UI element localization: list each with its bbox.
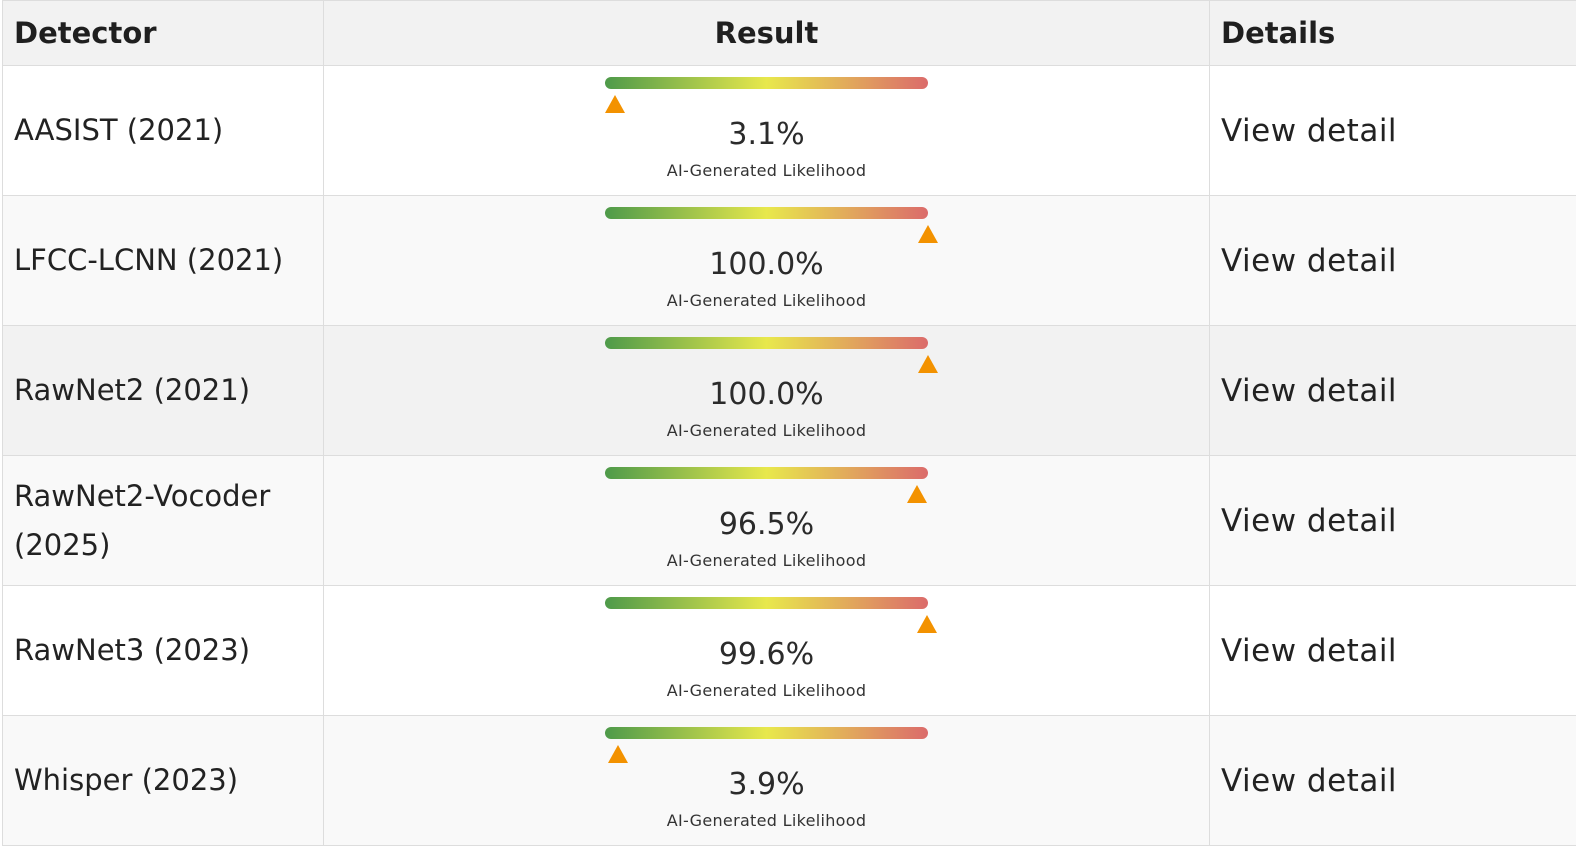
details-cell: View detail [1209, 715, 1576, 846]
result-cell: 100.0% AI-Generated Likelihood [323, 195, 1210, 326]
likelihood-value: 3.9% [728, 767, 805, 802]
view-detail-link[interactable]: View detail [1221, 112, 1398, 149]
header-result: Result [323, 0, 1210, 66]
table-header-row: Detector Result Details [2, 0, 1576, 66]
likelihood-gauge: 100.0% AI-Generated Likelihood [605, 207, 938, 319]
likelihood-value: 100.0% [709, 247, 824, 282]
likelihood-gauge: 96.5% AI-Generated Likelihood [605, 467, 928, 579]
detector-name: RawNet2-Vocoder (2025) [2, 455, 324, 586]
likelihood-label: AI-Generated Likelihood [666, 161, 867, 180]
result-cell: 96.5% AI-Generated Likelihood [323, 455, 1210, 586]
table-row: LFCC-LCNN (2021) 100.0% AI-Generated Likel… [2, 195, 1576, 326]
likelihood-label: AI-Generated Likelihood [666, 551, 867, 570]
likelihood-gauge: 99.6% AI-Generated Likelihood [605, 597, 937, 709]
likelihood-value: 99.6% [718, 637, 815, 672]
result-cell: 99.6% AI-Generated Likelihood [323, 585, 1210, 716]
view-detail-link[interactable]: View detail [1221, 632, 1398, 669]
view-detail-link[interactable]: View detail [1221, 372, 1398, 409]
result-cell: 100.0% AI-Generated Likelihood [323, 325, 1210, 456]
likelihood-label: AI-Generated Likelihood [666, 811, 867, 830]
gauge-bar [605, 337, 928, 349]
gauge-marker-icon [607, 745, 628, 763]
table-row: Whisper (2023) 3.9% AI-Generated Likelihoo… [2, 715, 1576, 846]
gauge-bar [605, 207, 928, 219]
details-cell: View detail [1209, 325, 1576, 456]
gauge-marker-icon [918, 225, 938, 243]
likelihood-value: 96.5% [718, 507, 815, 542]
header-detector: Detector [2, 0, 324, 66]
gauge-marker-icon [918, 355, 938, 373]
result-cell: 3.9% AI-Generated Likelihood [323, 715, 1210, 846]
view-detail-link[interactable]: View detail [1221, 762, 1398, 799]
gauge-bar [605, 727, 928, 739]
likelihood-gauge: 100.0% AI-Generated Likelihood [605, 337, 938, 449]
details-cell: View detail [1209, 585, 1576, 716]
detector-name: Whisper (2023) [2, 715, 324, 846]
gauge-bar [605, 77, 928, 89]
gauge-marker-icon [916, 615, 937, 633]
likelihood-label: AI-Generated Likelihood [666, 681, 867, 700]
table-row: RawNet2 (2021) 100.0% AI-Generated Likelih… [2, 325, 1576, 456]
detector-name: RawNet3 (2023) [2, 585, 324, 716]
table-row: AASIST (2021) 3.1% AI-Generated Likelihood… [2, 65, 1576, 196]
likelihood-gauge: 3.1% AI-Generated Likelihood [605, 77, 928, 189]
table-row: RawNet2-Vocoder (2025) 96.5% AI-Generated … [2, 455, 1576, 586]
detector-name: LFCC-LCNN (2021) [2, 195, 324, 326]
likelihood-value: 100.0% [709, 377, 824, 412]
table-row: RawNet3 (2023) 99.6% AI-Generated Likeliho… [2, 585, 1576, 716]
details-cell: View detail [1209, 455, 1576, 586]
table-body: AASIST (2021) 3.1% AI-Generated Likelihood… [2, 65, 1576, 846]
likelihood-gauge: 3.9% AI-Generated Likelihood [605, 727, 928, 839]
likelihood-label: AI-Generated Likelihood [666, 291, 867, 310]
view-detail-link[interactable]: View detail [1221, 502, 1398, 539]
gauge-marker-icon [906, 485, 927, 503]
detector-name: AASIST (2021) [2, 65, 324, 196]
likelihood-label: AI-Generated Likelihood [666, 421, 867, 440]
result-cell: 3.1% AI-Generated Likelihood [323, 65, 1210, 196]
details-cell: View detail [1209, 195, 1576, 326]
gauge-bar [605, 597, 928, 609]
header-details: Details [1209, 0, 1576, 66]
gauge-bar [605, 467, 928, 479]
details-cell: View detail [1209, 65, 1576, 196]
likelihood-value: 3.1% [728, 117, 805, 152]
gauge-marker-icon [605, 95, 625, 113]
view-detail-link[interactable]: View detail [1221, 242, 1398, 279]
detector-name: RawNet2 (2021) [2, 325, 324, 456]
